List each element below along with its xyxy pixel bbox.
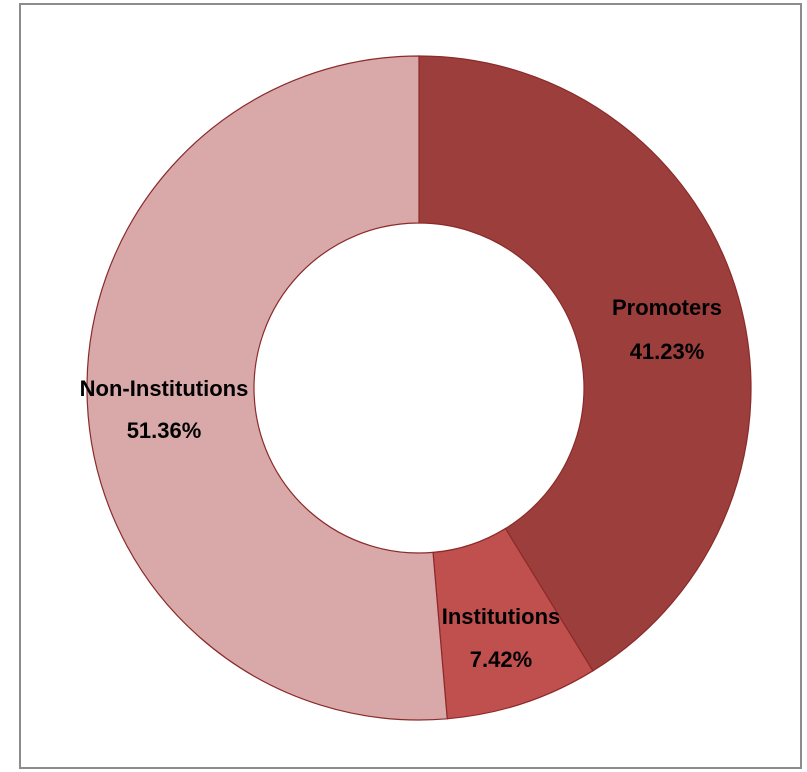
labels-layer: Promoters 41.23% Institutions 7.42% Non-Inst… (80, 295, 722, 672)
slice-name-label: Promoters (612, 295, 722, 320)
slice-value-label: 51.36% (127, 418, 202, 443)
slice-name-label: Non-Institutions (80, 376, 249, 401)
slices-layer (86, 55, 752, 721)
slice-name-label: Institutions (442, 604, 561, 629)
slice-non-institutions (86, 55, 448, 721)
slice-promoters (418, 55, 752, 672)
slice-value-label: 7.42% (470, 647, 532, 672)
slice-value-label: 41.23% (630, 339, 705, 364)
